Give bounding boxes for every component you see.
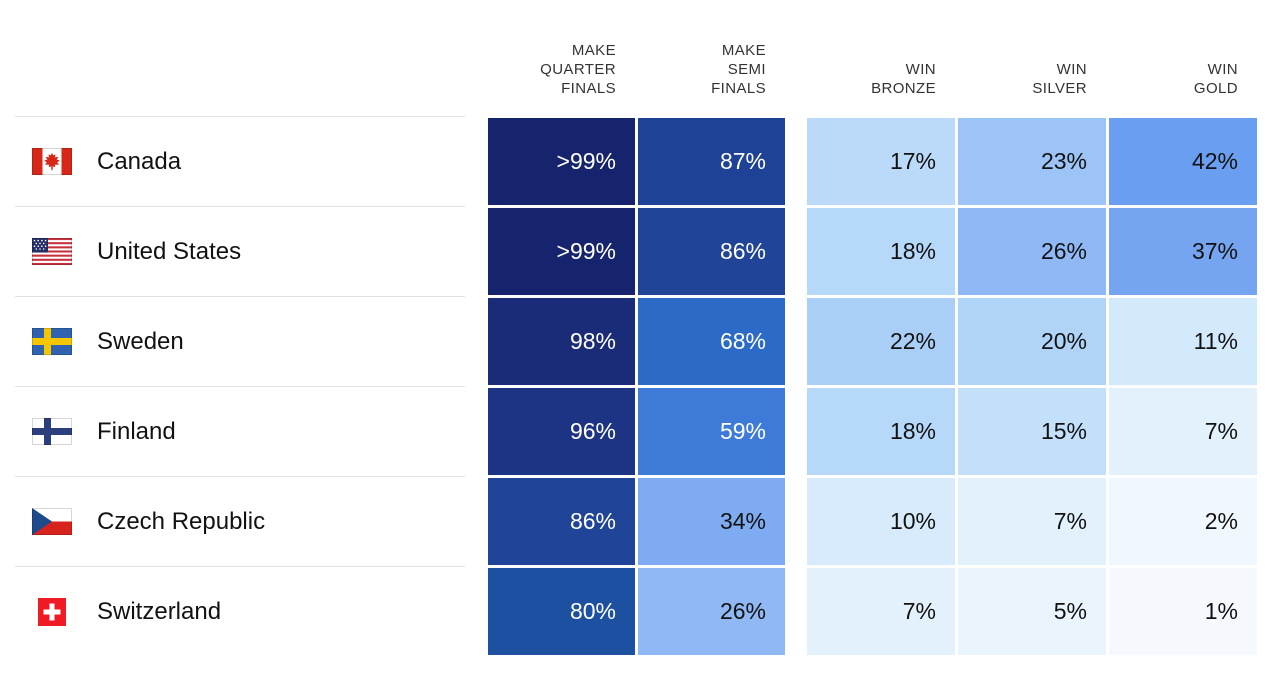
column-header-win-gold: WIN GOLD: [1193, 61, 1238, 97]
column-header-win-silver: WIN SILVER: [1032, 61, 1087, 97]
cell-make-semi-finals: 86%: [638, 208, 785, 295]
cell-win-silver: 23%: [958, 118, 1106, 205]
cell-make-semi-finals: 34%: [638, 478, 785, 565]
cell-win-silver: 26%: [958, 208, 1106, 295]
cell-win-gold: 42%: [1109, 118, 1257, 205]
cell-win-gold: 1%: [1109, 568, 1257, 655]
country-name: Canada: [97, 147, 182, 175]
column-header-make-semi-finals: MAKE SEMI FINALS: [711, 42, 766, 97]
cell-win-bronze: 7%: [807, 568, 955, 655]
cell-win-bronze: 22%: [807, 298, 955, 385]
cell-make-semi-finals: 87%: [638, 118, 785, 205]
column-header-make-quarter-finals: MAKE QUARTER FINALS: [540, 42, 616, 97]
table-row: Switzerland 80% 26% 7% 5% 1%: [15, 566, 1268, 655]
cell-make-quarter-finals: 86%: [488, 478, 635, 565]
cell-win-bronze: 18%: [807, 388, 955, 475]
cell-win-gold: 7%: [1109, 388, 1257, 475]
czech-republic-flag-icon: [32, 508, 72, 536]
cell-win-gold: 2%: [1109, 478, 1257, 565]
country-label-cell: Canada: [15, 116, 488, 205]
table-row: United States >99% 86% 18% 26% 37%: [15, 206, 1268, 295]
canada-flag-icon: [32, 148, 72, 176]
cell-make-quarter-finals: 80%: [488, 568, 635, 655]
cell-win-gold: 37%: [1109, 208, 1257, 295]
sweden-flag-icon: [32, 328, 72, 356]
cell-make-semi-finals: 59%: [638, 388, 785, 475]
country-name: Finland: [97, 417, 176, 445]
country-name: Sweden: [97, 327, 184, 355]
cell-win-bronze: 10%: [807, 478, 955, 565]
usa-flag-icon: [32, 238, 72, 266]
cell-make-quarter-finals: >99%: [488, 208, 635, 295]
column-header-win-bronze: WIN BRONZE: [871, 61, 936, 97]
cell-win-gold: 11%: [1109, 298, 1257, 385]
cell-win-silver: 5%: [958, 568, 1106, 655]
table-row: Canada >99% 87% 17% 23% 42%: [15, 116, 1268, 205]
country-label-cell: Finland: [15, 386, 488, 475]
cell-make-quarter-finals: 98%: [488, 298, 635, 385]
country-name: Czech Republic: [97, 507, 266, 535]
cell-make-quarter-finals: >99%: [488, 118, 635, 205]
country-name: Switzerland: [97, 597, 222, 625]
country-label-cell: Sweden: [15, 296, 488, 385]
cell-win-silver: 7%: [958, 478, 1106, 565]
table-row: Sweden 98% 68% 22% 20% 11%: [15, 296, 1268, 385]
cell-win-bronze: 17%: [807, 118, 955, 205]
cell-win-bronze: 18%: [807, 208, 955, 295]
finland-flag-icon: [32, 418, 72, 446]
country-label-cell: United States: [15, 206, 488, 295]
table-row: Czech Republic 86% 34% 10% 7% 2%: [15, 476, 1268, 565]
cell-make-semi-finals: 68%: [638, 298, 785, 385]
table-row: Finland 96% 59% 18% 15% 7%: [15, 386, 1268, 475]
country-label-cell: Czech Republic: [15, 476, 488, 565]
switzerland-flag-icon: [32, 597, 72, 626]
cell-win-silver: 20%: [958, 298, 1106, 385]
cell-win-silver: 15%: [958, 388, 1106, 475]
country-label-cell: Switzerland: [15, 566, 488, 655]
cell-make-semi-finals: 26%: [638, 568, 785, 655]
cell-make-quarter-finals: 96%: [488, 388, 635, 475]
country-name: United States: [97, 237, 242, 265]
table-header: MAKE QUARTER FINALS MAKE SEMI FINALS WIN…: [15, 0, 1268, 118]
